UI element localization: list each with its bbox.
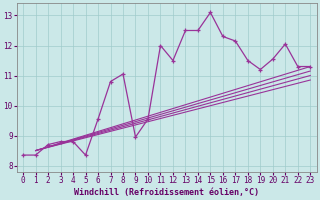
X-axis label: Windchill (Refroidissement éolien,°C): Windchill (Refroidissement éolien,°C): [74, 188, 259, 197]
